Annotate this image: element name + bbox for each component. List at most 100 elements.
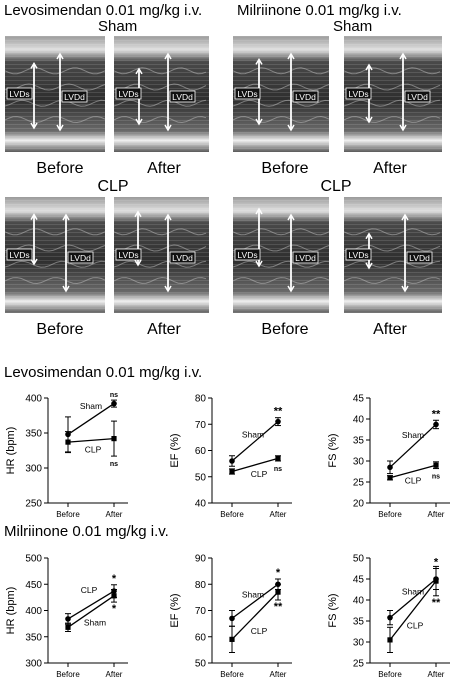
series-line: [389, 464, 437, 479]
milrinone-section-title: Milriinone 0.01 mg/kg i.v.: [4, 523, 169, 540]
x-tick-label: Before: [56, 510, 80, 519]
lvdd-label-box: [406, 251, 433, 264]
series-label: CLP: [407, 621, 424, 631]
data-point: [433, 462, 439, 468]
data-point: [229, 458, 235, 464]
lvds-label-box: [6, 248, 33, 261]
tissue-line: [343, 228, 441, 236]
data-point: [229, 636, 235, 642]
lvdd-arrowhead-bottom: [56, 124, 64, 132]
echo-panel: LVDs LVDd: [232, 36, 330, 152]
clp-label-right: CLP: [320, 178, 352, 195]
after-label-4: After: [373, 321, 407, 338]
series-label: CLP: [251, 626, 268, 636]
series-label: Sham: [242, 589, 264, 599]
lvdd-label-box: [404, 90, 431, 103]
series-label: CLP: [405, 476, 422, 486]
lvdd-label: LVDd: [70, 253, 91, 263]
series-label: Sham: [80, 401, 102, 411]
data-point: [433, 421, 439, 428]
significance-annotation: *: [112, 603, 117, 615]
x-tick-label: Before: [56, 670, 80, 677]
tissue-line: [4, 244, 106, 252]
data-point: [275, 418, 281, 425]
significance-annotation: ns: [432, 474, 440, 481]
significance-annotation: ns: [110, 461, 118, 468]
lvdd-arrowhead-bottom: [287, 285, 295, 293]
significance-annotation: ns: [110, 392, 118, 399]
y-axis-label: HR (bpm): [5, 587, 17, 635]
y-tick-label: 500: [25, 554, 42, 565]
lvdd-arrowhead-bottom: [164, 285, 172, 293]
x-tick-label: Before: [378, 670, 402, 677]
x-tick-label: Before: [378, 510, 402, 519]
echo-panel: LVDs LVDd: [4, 36, 106, 152]
after-label-1: After: [147, 160, 181, 177]
tissue-line: [113, 99, 207, 107]
after-label-2: After: [373, 160, 407, 177]
series-label: Sham: [84, 618, 106, 628]
lvds-arrowhead-top: [365, 63, 373, 71]
echo-panel: LVDs LVDd: [113, 197, 209, 313]
data-point: [111, 436, 117, 442]
data-point: [387, 637, 393, 643]
significance-annotation: **: [432, 597, 441, 609]
series-line: [231, 457, 279, 473]
y-tick-label: 40: [353, 415, 365, 426]
y-tick-label: 80: [195, 580, 207, 591]
significance-annotation: **: [432, 408, 441, 420]
tissue-line: [4, 228, 106, 236]
data-point: [433, 578, 439, 584]
tissue-line: [343, 244, 441, 252]
tissue-line: [113, 67, 207, 75]
data-point: [229, 468, 235, 475]
x-tick-label: Before: [220, 670, 244, 677]
lvdd-label-box: [292, 90, 319, 103]
milrinone-echo-title: Milriinone 0.01 mg/kg i.v.: [237, 2, 402, 19]
lvdd-arrowhead-bottom: [62, 285, 70, 293]
tissue-line: [113, 83, 207, 91]
y-tick-label: 350: [25, 632, 42, 643]
lvds-arrowhead-bottom: [255, 118, 263, 126]
series-line: [67, 403, 115, 435]
lvds-arrowhead-bottom: [134, 259, 142, 267]
tissue-line: [4, 99, 106, 107]
lvdd-arrowhead-bottom: [399, 124, 407, 132]
tissue-line: [4, 83, 106, 91]
lvdd-label-box: [61, 90, 88, 103]
y-tick-label: 80: [195, 394, 207, 405]
lvds-arrowhead-top: [30, 213, 38, 220]
y-tick-label: 50: [353, 554, 365, 565]
lvdd-arrowhead-bottom: [164, 124, 172, 132]
data-point: [111, 400, 117, 407]
y-axis-label: HR (bpm): [5, 427, 17, 475]
series-line: [231, 583, 279, 619]
tissue-line: [4, 116, 106, 124]
tissue-line: [4, 67, 106, 75]
y-axis-label: FS (%): [327, 433, 339, 467]
tissue-line: [343, 83, 441, 91]
tissue-line: [113, 115, 207, 124]
lvds-label: LVDs: [348, 250, 368, 260]
lvdd-label: LVDd: [295, 92, 316, 102]
lvds-label-box: [6, 87, 33, 100]
lvdd-label-box: [169, 90, 196, 103]
lvdd-arrowhead-top: [164, 52, 172, 60]
line-charts-area: 250 300 350 400 Before After HR (bpm) Sham CLP ns…: [5, 392, 450, 677]
y-tick-label: 400: [25, 394, 42, 405]
series-line: [67, 437, 115, 443]
series-line: [231, 591, 279, 640]
significance-annotation: ns: [274, 466, 282, 473]
lvds-arrowhead-bottom: [255, 260, 263, 268]
lvdd-label-box: [67, 251, 94, 264]
data-point: [275, 455, 281, 461]
tissue-line: [232, 99, 330, 107]
tissue-line: [232, 67, 330, 75]
lvds-label-box: [345, 87, 372, 100]
significance-annotation: **: [274, 601, 283, 613]
y-tick-label: 400: [25, 606, 42, 617]
series-label: Sham: [402, 586, 424, 596]
lvdd-label: LVDd: [295, 253, 316, 263]
after-label-3: After: [147, 321, 181, 338]
